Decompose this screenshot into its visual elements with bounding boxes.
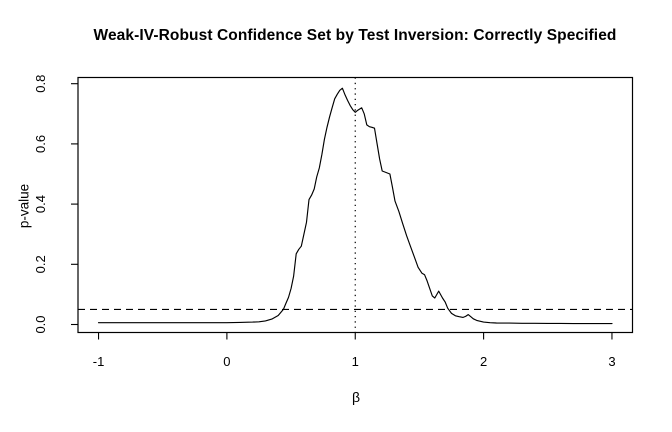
x-tick-label: 1 <box>352 354 359 369</box>
y-tick-label: 0.8 <box>33 75 48 93</box>
p-value-curve <box>97 87 613 325</box>
chart-title: Weak-IV-Robust Confidence Set by Test In… <box>93 27 617 44</box>
x-tick-label: 3 <box>608 354 615 369</box>
y-tick-label: 0.4 <box>33 195 48 213</box>
x-tick-label: 0 <box>223 354 230 369</box>
y-tick-label: 0.0 <box>33 315 48 333</box>
x-axis-label: β <box>351 389 361 405</box>
x-tick-label: 2 <box>480 354 487 369</box>
y-tick-label: 0.2 <box>33 255 48 273</box>
x-tick-label: -1 <box>93 354 105 369</box>
y-tick-label: 0.6 <box>33 135 48 153</box>
